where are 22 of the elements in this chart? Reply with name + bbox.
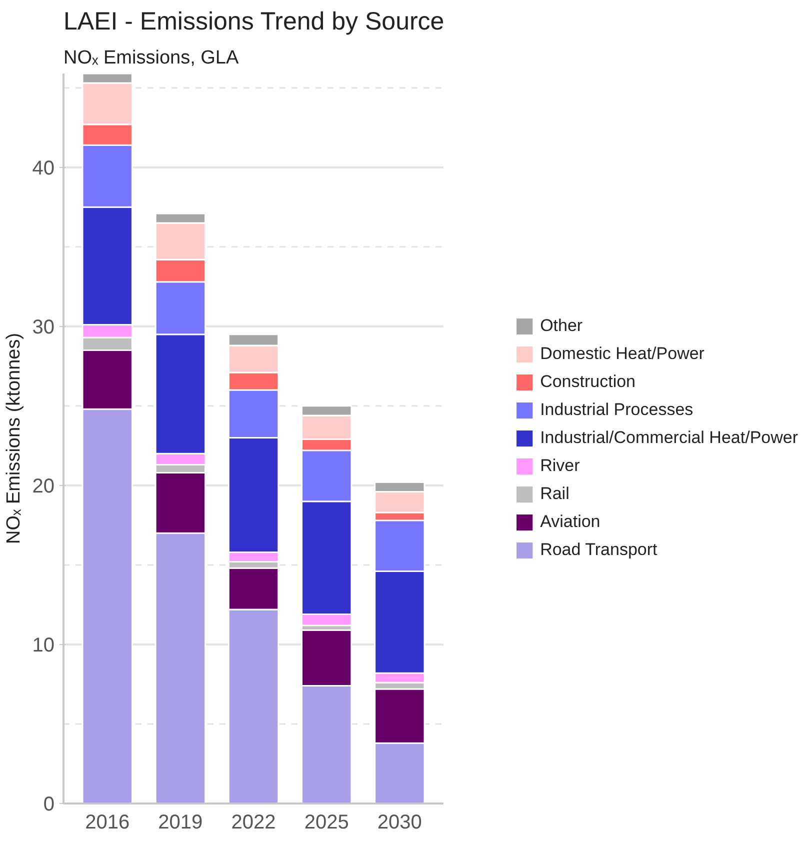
- legend-label: Other: [540, 316, 583, 336]
- legend-label: Domestic Heat/Power: [540, 344, 704, 364]
- y-tick-label: 0: [43, 794, 54, 816]
- y-tick-label: 40: [32, 157, 55, 180]
- legend-label: Rail: [540, 484, 570, 504]
- x-tick-label: 2030: [377, 812, 422, 834]
- chart-title: LAEI - Emissions Trend by Source: [64, 8, 444, 36]
- legend-label: River: [540, 456, 580, 476]
- x-tick-label: 2025: [304, 812, 349, 834]
- legend-label: Industrial Processes: [540, 400, 694, 420]
- y-tick-label: 20: [32, 475, 55, 498]
- chart-subtitle: NOₓ Emissions, GLA: [64, 48, 239, 68]
- legend-label: Industrial/Commercial Heat/Power: [540, 428, 798, 448]
- y-tick-label: 30: [32, 316, 55, 338]
- x-tick-label: 2022: [231, 812, 276, 834]
- legend-label: Road Transport: [540, 540, 658, 560]
- legend-label: Aviation: [540, 512, 600, 532]
- x-tick-label: 2016: [85, 812, 130, 834]
- x-tick-label: 2019: [158, 812, 203, 834]
- y-axis-title: NOₓ Emissions (ktonnes): [3, 332, 24, 544]
- y-tick-label: 10: [32, 634, 55, 656]
- legend-label: Construction: [540, 372, 636, 392]
